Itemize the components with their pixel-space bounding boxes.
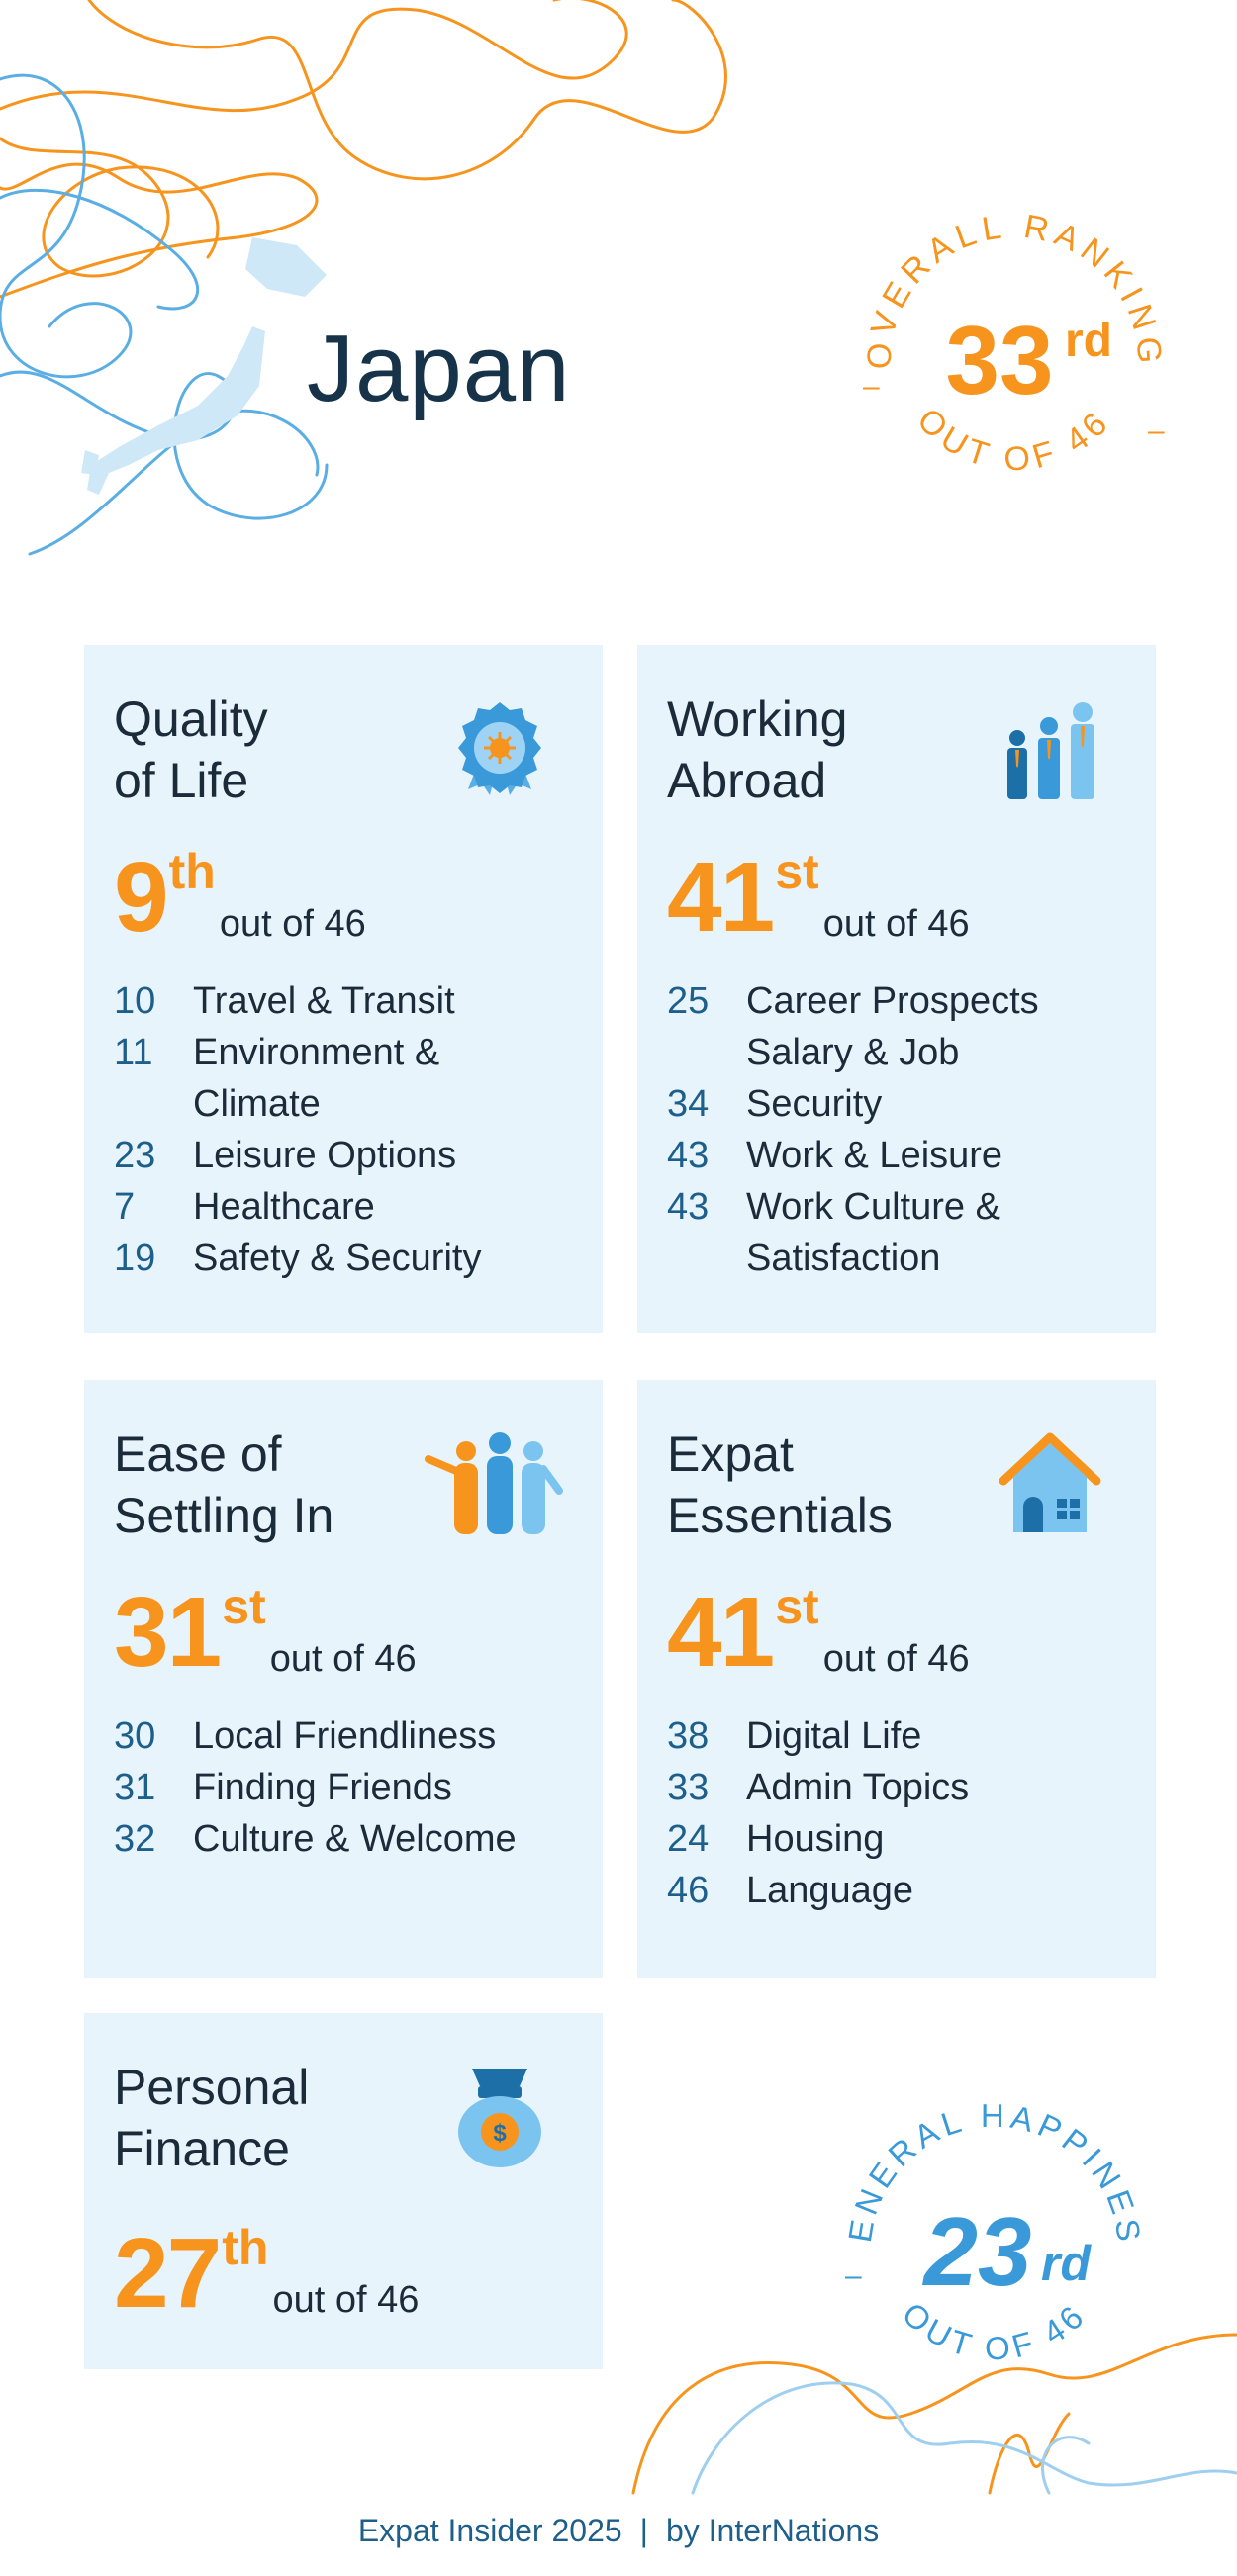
svg-text:–: – — [863, 370, 880, 403]
list-item: 34 Security — [667, 1083, 883, 1125]
list-item: 43 Work Culture & Satisfaction — [667, 1186, 1000, 1279]
rank-out-of: out of 46 — [272, 2279, 420, 2321]
category-rank: 27 th out of 46 — [114, 2218, 419, 2329]
list-item: Salary & Job — [746, 1032, 960, 1073]
card-quality-of-life: Quality of Life 9 th out of 46 10 Travel … — [84, 645, 603, 1333]
category-rank: 9 th out of 46 — [114, 842, 366, 953]
card-personal-finance: Personal Finance $ 27 th out of 46 — [84, 2013, 603, 2369]
list-item: 31 Finding Friends — [114, 1767, 452, 1808]
card-working-abroad: Working Abroad 41 st out of 46 25 Career … — [637, 645, 1156, 1333]
card-title: Working Abroad — [667, 691, 848, 808]
footer-publication: Expat Insider 2025 — [357, 2513, 622, 2548]
card-title: Personal Finance — [114, 2060, 310, 2176]
overall-ranking-badge: OVERALL RANKING OUT OF 46 33 rd – – — [851, 198, 1178, 524]
rank-number: 41 — [667, 842, 775, 953]
list-item: 11 Environment & Climate — [114, 1032, 440, 1125]
list-item: 33 Admin Topics — [667, 1767, 970, 1808]
list-item: 46 Language — [667, 1870, 914, 1911]
japan-map-icon — [81, 237, 327, 495]
footer-separator: | — [639, 2513, 648, 2548]
list-item: 23 Leisure Options — [114, 1135, 457, 1176]
rank-suffix: st — [775, 1579, 819, 1634]
subcategory-list: 30 Local Friendliness 31 Finding Friends 3… — [114, 1710, 569, 1865]
category-rank: 41 st out of 46 — [667, 842, 970, 953]
svg-text:–: – — [1148, 414, 1165, 447]
subcategory-list: 25 Career Prospects Salary & Job 34 Securi… — [667, 975, 1122, 1284]
list-item: 43 Work & Leisure — [667, 1135, 1003, 1176]
list-item: 7 Healthcare — [114, 1186, 375, 1228]
rank-suffix: th — [222, 2220, 269, 2275]
friends-waving-icon — [425, 1432, 563, 1534]
list-item: 19 Safety & Security — [114, 1238, 482, 1279]
card-expat-essentials: Expat Essentials 41 st out of 46 38 Digit… — [637, 1380, 1156, 1978]
rank-suffix: st — [775, 844, 819, 899]
rank-number: 27 — [114, 2218, 222, 2329]
rank-number: 31 — [114, 1577, 222, 1688]
rank-number: 41 — [667, 1577, 775, 1688]
money-bag-icon: $ — [458, 2069, 541, 2167]
rank-out-of: out of 46 — [219, 903, 366, 945]
rank-out-of: out of 46 — [822, 1638, 970, 1680]
overall-rank-number: 33 — [945, 306, 1053, 414]
list-item: 10 Travel & Transit — [114, 980, 455, 1022]
happiness-rank-number: 23 — [921, 2197, 1031, 2306]
card-title: Quality of Life — [114, 691, 268, 808]
rank-suffix: st — [222, 1579, 266, 1634]
list-item: 32 Culture & Welcome — [114, 1818, 517, 1860]
subcategory-list: 38 Digital Life 33 Admin Topics 24 Housing … — [667, 1710, 1122, 1916]
category-rank: 31 st out of 46 — [114, 1577, 417, 1688]
award-ribbon-icon — [458, 702, 541, 795]
subcategory-list: 10 Travel & Transit 11 Environment & Clima… — [114, 975, 569, 1284]
footer-publisher: by InterNations — [665, 2513, 880, 2548]
happiness-rank-suffix: rd — [1041, 2236, 1092, 2291]
list-item: 25 Career Prospects — [667, 980, 1039, 1022]
footer: Expat Insider 2025 | by InterNations — [0, 2513, 1237, 2549]
rank-out-of: out of 46 — [822, 903, 970, 945]
svg-text:$: $ — [493, 2120, 507, 2147]
rank-out-of: out of 46 — [269, 1638, 417, 1680]
country-title: Japan — [307, 316, 571, 421]
list-item: 24 Housing — [667, 1818, 885, 1860]
rank-suffix: th — [168, 844, 216, 899]
overall-rank-suffix: rd — [1065, 315, 1112, 367]
list-item: 38 Digital Life — [667, 1715, 922, 1757]
card-ease-of-settling-in: Ease of Settling In 31 st out of 46 30 Lo… — [84, 1380, 603, 1978]
svg-text:–: – — [845, 2259, 862, 2292]
rank-number: 9 — [114, 842, 169, 953]
list-item: 30 Local Friendliness — [114, 1715, 497, 1757]
general-happiness-badge: GENERAL HAPPINESS OUT OF 46 23 rd – — [816, 2053, 1158, 2409]
people-growth-icon — [1007, 702, 1094, 799]
category-rank: 41 st out of 46 — [667, 1577, 970, 1688]
card-title: Ease of Settling In — [114, 1426, 334, 1543]
house-icon — [999, 1432, 1101, 1532]
card-title: Expat Essentials — [667, 1426, 893, 1543]
